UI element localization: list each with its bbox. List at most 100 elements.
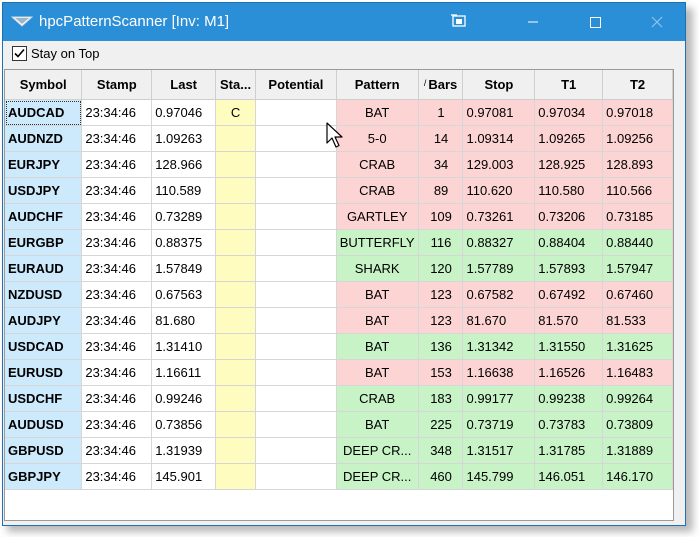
cell-stamp[interactable]: 23:34:46 (81, 307, 153, 334)
stay-on-top-checkbox[interactable] (12, 46, 27, 61)
col-header-stamp[interactable]: Stamp (81, 70, 153, 100)
cell-stop[interactable]: 0.97081 (462, 99, 536, 126)
cell-t1[interactable]: 128.925 (534, 151, 604, 178)
cell-stamp[interactable]: 23:34:46 (81, 99, 153, 126)
col-header-t1[interactable]: T1 (534, 70, 604, 100)
cell-pattern[interactable]: CRAB (336, 177, 419, 204)
maximize-button[interactable] (572, 3, 618, 41)
cell-status[interactable] (215, 203, 256, 230)
cell-t2[interactable]: 0.88440 (602, 229, 673, 256)
table-row[interactable]: AUDCAD 23:34:46 0.97046 C BAT 1 0.97081 0.97034… (5, 99, 673, 126)
cell-last[interactable]: 0.97046 (151, 99, 217, 126)
table-row[interactable]: USDCAD 23:34:46 1.31410 BAT 136 1.31342 1.3155… (5, 333, 673, 360)
cell-t2[interactable]: 0.67460 (602, 281, 673, 308)
cell-t2[interactable]: 1.31625 (602, 333, 673, 360)
cell-symbol[interactable]: AUDCAD (5, 99, 83, 126)
cell-stamp[interactable]: 23:34:46 (81, 281, 153, 308)
cell-status[interactable] (215, 437, 256, 464)
stay-on-top-label[interactable]: Stay on Top (31, 46, 100, 61)
cell-stamp[interactable]: 23:34:46 (81, 463, 153, 490)
cell-stamp[interactable]: 23:34:46 (81, 151, 153, 178)
col-header-status[interactable]: Sta... (215, 70, 256, 100)
table-row[interactable]: EURUSD 23:34:46 1.16611 BAT 153 1.16638 1.1652… (5, 359, 673, 386)
cell-t1[interactable]: 110.580 (534, 177, 604, 204)
cell-stop[interactable]: 1.16638 (462, 359, 536, 386)
cell-t2[interactable]: 0.73185 (602, 203, 673, 230)
cell-status[interactable] (215, 151, 256, 178)
cell-status[interactable] (215, 229, 256, 256)
cell-stamp[interactable]: 23:34:46 (81, 411, 153, 438)
cell-last[interactable]: 110.589 (151, 177, 217, 204)
cell-symbol[interactable]: AUDCHF (5, 203, 83, 230)
cell-status[interactable]: C (215, 99, 256, 126)
table-row[interactable]: GBPJPY 23:34:46 145.901 DEEP CR... 460 145.79… (5, 463, 673, 490)
cell-symbol[interactable]: GBPUSD (5, 437, 83, 464)
cell-t1[interactable]: 146.051 (534, 463, 604, 490)
cell-stop[interactable]: 129.003 (462, 151, 536, 178)
pin-window-button[interactable] (436, 3, 482, 41)
cell-potential[interactable] (255, 177, 337, 204)
cell-stop[interactable]: 0.73261 (462, 203, 536, 230)
cell-status[interactable] (215, 333, 256, 360)
cell-symbol[interactable]: USDCAD (5, 333, 83, 360)
col-header-pattern[interactable]: Pattern (336, 70, 419, 100)
cell-stop[interactable]: 0.88327 (462, 229, 536, 256)
cell-pattern[interactable]: DEEP CR... (336, 437, 419, 464)
cell-stop[interactable]: 0.99177 (462, 385, 536, 412)
cell-stamp[interactable]: 23:34:46 (81, 203, 153, 230)
cell-last[interactable]: 145.901 (151, 463, 217, 490)
cell-last[interactable]: 1.16611 (151, 359, 217, 386)
cell-potential[interactable] (255, 437, 337, 464)
col-header-stop[interactable]: Stop (462, 70, 536, 100)
cell-bars[interactable]: 89 (418, 177, 464, 204)
cell-status[interactable] (215, 359, 256, 386)
table-row[interactable]: EURJPY 23:34:46 128.966 CRAB 34 129.003 128.92… (5, 151, 673, 178)
cell-pattern[interactable]: CRAB (336, 385, 419, 412)
cell-t1[interactable]: 0.97034 (534, 99, 604, 126)
cell-stop[interactable]: 110.620 (462, 177, 536, 204)
cell-potential[interactable] (255, 125, 337, 152)
cell-pattern[interactable]: BAT (336, 333, 419, 360)
cell-bars[interactable]: 348 (418, 437, 464, 464)
cell-potential[interactable] (255, 99, 337, 126)
cell-pattern[interactable]: BAT (336, 281, 419, 308)
cell-t2[interactable]: 1.31889 (602, 437, 673, 464)
cell-t2[interactable]: 128.893 (602, 151, 673, 178)
cell-last[interactable]: 0.73856 (151, 411, 217, 438)
cell-t1[interactable]: 1.31785 (534, 437, 604, 464)
cell-t2[interactable]: 0.97018 (602, 99, 673, 126)
cell-pattern[interactable]: CRAB (336, 151, 419, 178)
cell-bars[interactable]: 34 (418, 151, 464, 178)
cell-status[interactable] (215, 177, 256, 204)
table-row[interactable]: EURAUD 23:34:46 1.57849 SHARK 120 1.57789 1.57… (5, 255, 673, 282)
cell-last[interactable]: 0.73289 (151, 203, 217, 230)
cell-bars[interactable]: 123 (418, 307, 464, 334)
table-row[interactable]: USDJPY 23:34:46 110.589 CRAB 89 110.620 110.58… (5, 177, 673, 204)
cell-t1[interactable]: 1.57893 (534, 255, 604, 282)
cell-last[interactable]: 0.88375 (151, 229, 217, 256)
table-row[interactable]: AUDNZD 23:34:46 1.09263 5-0 14 1.09314 1.09265… (5, 125, 673, 152)
cell-t1[interactable]: 1.31550 (534, 333, 604, 360)
cell-potential[interactable] (255, 151, 337, 178)
col-header-bars[interactable]: / Bars (418, 70, 464, 100)
cell-last[interactable]: 128.966 (151, 151, 217, 178)
table-row[interactable]: AUDCHF 23:34:46 0.73289 GARTLEY 109 0.73261 0.… (5, 203, 673, 230)
cell-t2[interactable]: 146.170 (602, 463, 673, 490)
cell-stop[interactable]: 81.670 (462, 307, 536, 334)
cell-pattern[interactable]: SHARK (336, 255, 419, 282)
cell-symbol[interactable]: NZDUSD (5, 281, 83, 308)
cell-status[interactable] (215, 255, 256, 282)
cell-last[interactable]: 81.680 (151, 307, 217, 334)
cell-last[interactable]: 0.99246 (151, 385, 217, 412)
cell-t2[interactable]: 0.73809 (602, 411, 673, 438)
close-button[interactable] (634, 3, 680, 41)
cell-stop[interactable]: 1.09314 (462, 125, 536, 152)
cell-symbol[interactable]: AUDJPY (5, 307, 83, 334)
cell-stop[interactable]: 1.57789 (462, 255, 536, 282)
cell-pattern[interactable]: 5-0 (336, 125, 419, 152)
cell-symbol[interactable]: EURJPY (5, 151, 83, 178)
cell-potential[interactable] (255, 281, 337, 308)
cell-potential[interactable] (255, 203, 337, 230)
cell-stamp[interactable]: 23:34:46 (81, 385, 153, 412)
minimize-button[interactable] (510, 3, 556, 41)
